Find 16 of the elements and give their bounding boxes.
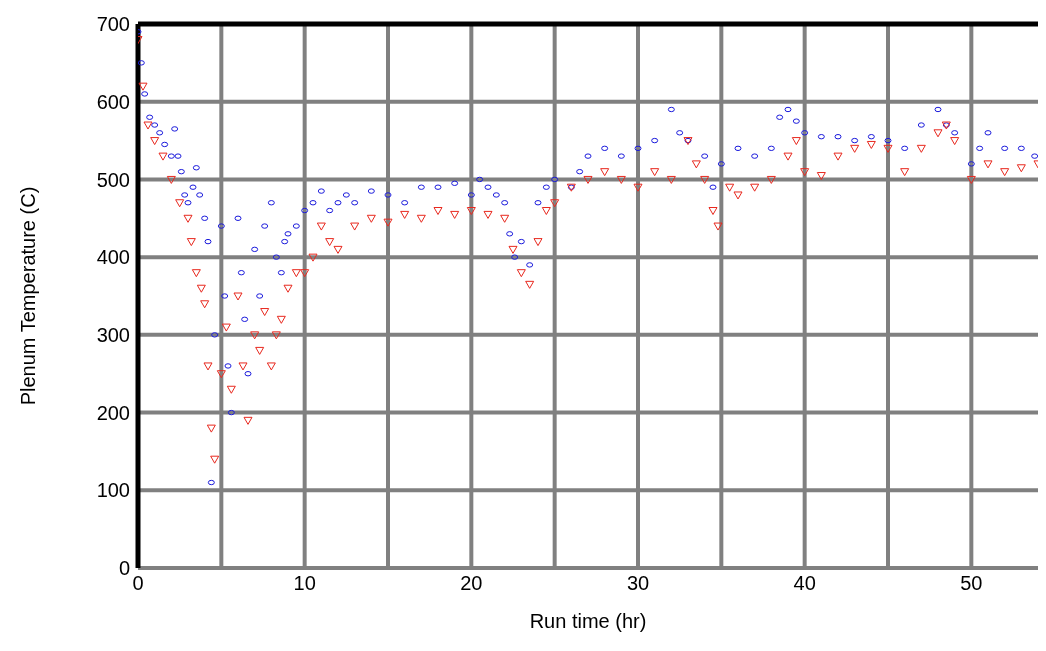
y-tick-label: 700: [96, 13, 130, 36]
y-tick-label: 0: [118, 557, 130, 580]
x-tick-label: 10: [293, 572, 316, 595]
x-tick-label: 30: [626, 572, 650, 595]
x-tick-label: 0: [132, 572, 144, 595]
y-tick-label: 600: [96, 90, 130, 113]
y-axis-title: Plenum Temperature (C): [17, 186, 40, 406]
y-tick-label: 100: [96, 479, 130, 502]
y-tick-label: 400: [96, 246, 130, 269]
x-tick-label: 20: [460, 572, 483, 595]
y-tick-label: 200: [96, 401, 130, 424]
x-tick-label: 40: [793, 572, 816, 595]
x-axis-title: Run time (hr): [529, 610, 647, 632]
y-tick-label: 500: [96, 168, 130, 191]
x-tick-label: 50: [960, 572, 983, 595]
y-tick-label: 300: [96, 323, 130, 346]
